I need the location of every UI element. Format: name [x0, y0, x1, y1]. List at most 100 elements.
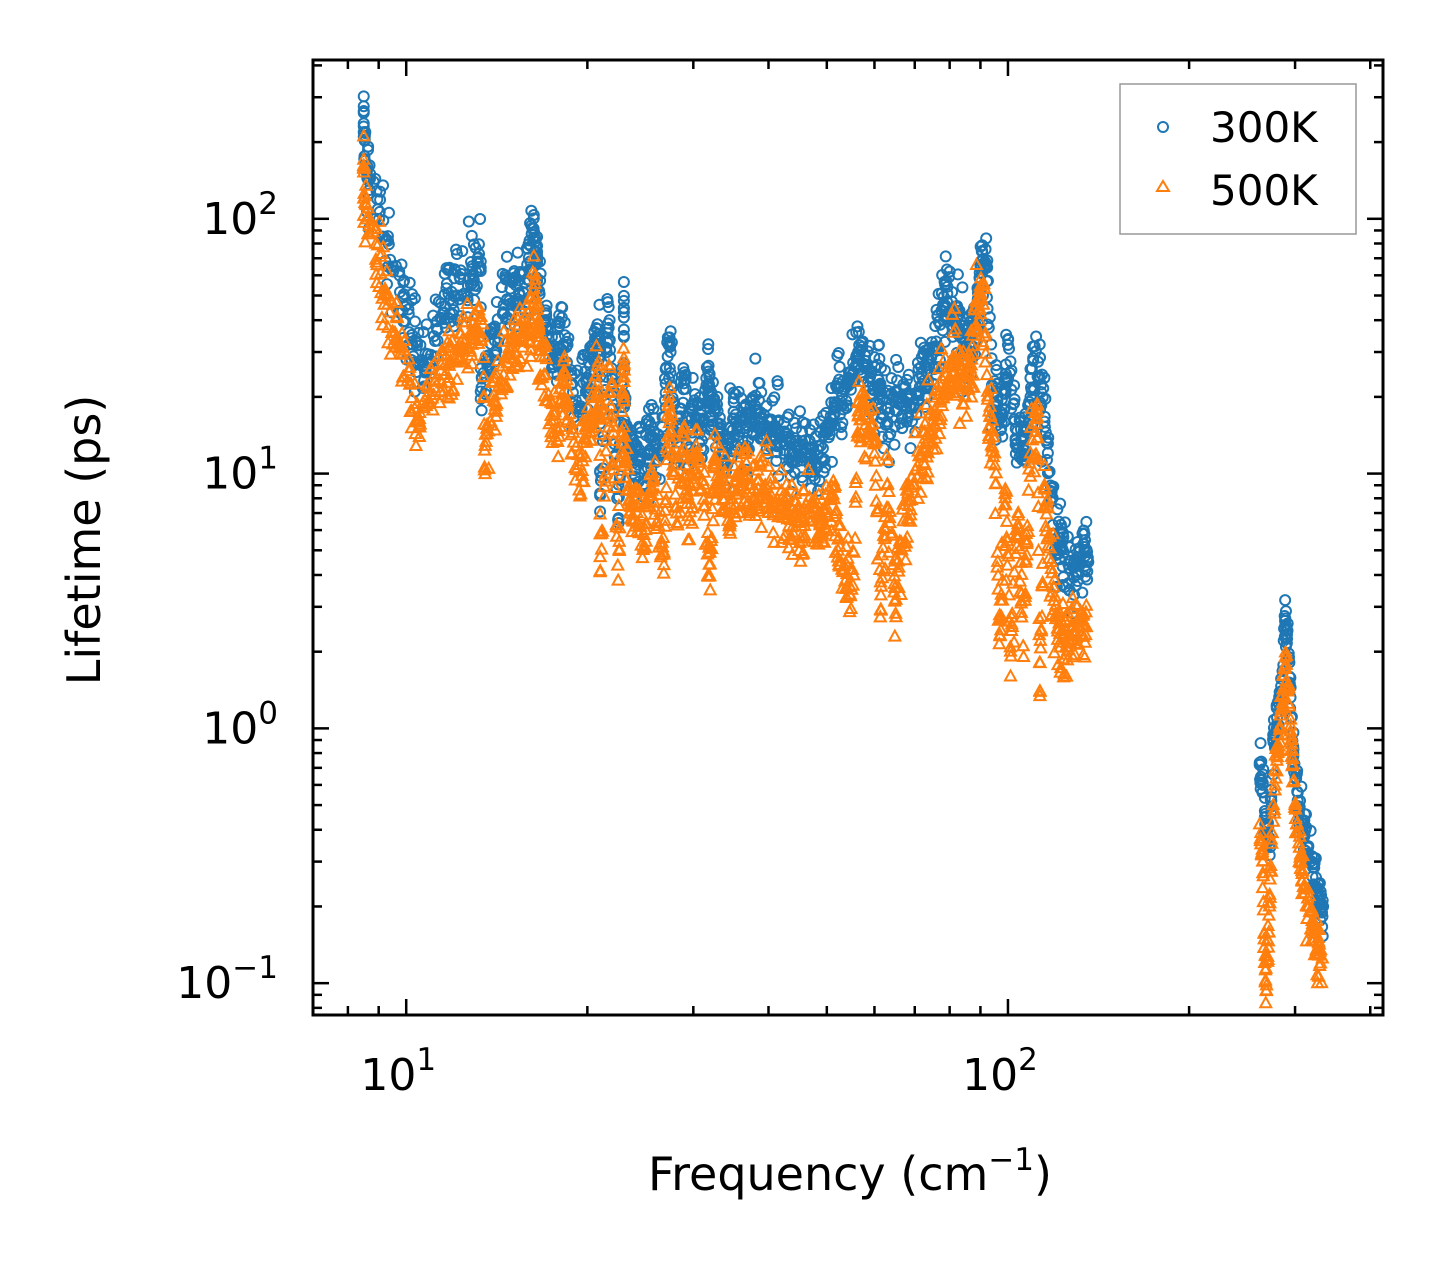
data-point-500k — [638, 533, 654, 547]
data-point-500k — [763, 470, 779, 484]
data-point-500k — [460, 295, 475, 309]
data-point-500k — [523, 335, 538, 349]
data-point-300k — [644, 419, 657, 432]
data-point-300k — [873, 352, 886, 365]
data-point-500k — [796, 483, 811, 497]
data-point-500k — [952, 364, 967, 378]
data-point-500k — [1051, 604, 1067, 618]
data-point-500k — [590, 375, 605, 389]
data-point-500k — [592, 426, 608, 440]
data-point-500k — [955, 379, 970, 393]
data-point-500k — [833, 518, 848, 532]
data-point-500k — [942, 369, 957, 383]
data-point-300k — [617, 294, 630, 307]
data-point-500k — [394, 325, 410, 339]
data-point-500k — [503, 324, 518, 338]
data-point-500k — [1008, 527, 1024, 541]
data-point-500k — [1042, 528, 1058, 542]
data-point-500k — [984, 443, 1000, 457]
data-point-300k — [1025, 362, 1038, 375]
data-point-500k — [990, 567, 1006, 581]
data-point-500k — [1030, 429, 1046, 443]
data-point-500k — [919, 469, 934, 483]
data-point-500k — [707, 460, 722, 474]
data-point-500k — [987, 457, 1003, 471]
data-point-300k — [760, 400, 773, 413]
data-point-500k — [551, 423, 566, 437]
data-point-300k — [679, 373, 692, 386]
data-point-300k — [951, 268, 964, 281]
data-point-500k — [988, 465, 1004, 479]
data-point-500k — [1018, 585, 1033, 600]
data-point-300k — [555, 311, 568, 324]
data-point-300k — [450, 243, 463, 256]
data-point-500k — [880, 452, 895, 466]
data-point-500k — [617, 428, 632, 442]
data-point-500k — [893, 586, 909, 600]
data-point-500k — [865, 400, 881, 414]
data-point-500k — [849, 470, 864, 484]
data-point-500k — [740, 468, 755, 482]
data-point-500k — [705, 513, 721, 527]
data-point-500k — [374, 310, 390, 324]
data-point-500k — [848, 489, 864, 503]
data-point-500k — [780, 504, 795, 519]
data-point-500k — [356, 214, 372, 228]
data-point-500k — [970, 294, 985, 308]
data-point-500k — [1314, 974, 1329, 989]
data-point-300k — [430, 322, 443, 335]
data-point-500k — [717, 448, 733, 462]
data-point-500k — [956, 396, 971, 410]
data-point-500k — [369, 220, 384, 234]
data-point-500k — [361, 208, 376, 222]
data-point-500k — [952, 342, 967, 356]
data-point-500k — [1065, 649, 1080, 663]
data-point-500k — [990, 559, 1005, 573]
data-point-500k — [867, 434, 883, 448]
data-point-500k — [965, 346, 981, 360]
data-point-500k — [703, 532, 719, 546]
data-point-500k — [463, 343, 478, 357]
data-point-500k — [999, 513, 1015, 527]
data-point-500k — [647, 494, 662, 508]
data-point-500k — [369, 257, 385, 271]
data-point-500k — [1030, 410, 1045, 424]
data-point-500k — [759, 443, 774, 457]
data-point-300k — [380, 233, 393, 246]
data-point-500k — [391, 340, 407, 354]
data-point-500k — [682, 532, 697, 546]
data-point-300k — [432, 295, 445, 308]
data-point-500k — [926, 389, 941, 403]
data-point-500k — [704, 541, 719, 555]
data-point-500k — [578, 449, 593, 463]
data-point-300k — [442, 287, 455, 300]
data-point-300k — [1007, 398, 1020, 411]
data-point-500k — [1011, 520, 1026, 534]
data-point-500k — [844, 581, 859, 595]
data-point-500k — [679, 489, 694, 504]
data-point-300k — [662, 338, 675, 351]
data-point-300k — [770, 454, 783, 467]
data-point-300k — [500, 294, 513, 307]
data-point-500k — [1287, 797, 1303, 811]
data-point-500k — [824, 487, 840, 501]
data-point-500k — [656, 565, 671, 579]
data-point-500k — [1284, 731, 1299, 746]
data-point-300k — [923, 353, 936, 366]
data-point-300k — [440, 282, 453, 295]
data-point-300k — [900, 373, 913, 386]
data-point-300k — [531, 251, 544, 264]
data-point-500k — [541, 386, 556, 400]
data-point-500k — [1058, 639, 1074, 653]
data-point-500k — [993, 622, 1009, 636]
data-point-300k — [1280, 628, 1293, 641]
data-point-300k — [686, 371, 699, 384]
data-point-500k — [796, 545, 811, 559]
data-point-300k — [706, 376, 719, 389]
data-point-500k — [1027, 464, 1042, 478]
data-point-300k — [844, 383, 857, 396]
data-point-300k — [1256, 778, 1269, 791]
data-point-500k — [683, 495, 699, 509]
data-point-500k — [920, 464, 936, 478]
data-point-300k — [1254, 737, 1267, 750]
